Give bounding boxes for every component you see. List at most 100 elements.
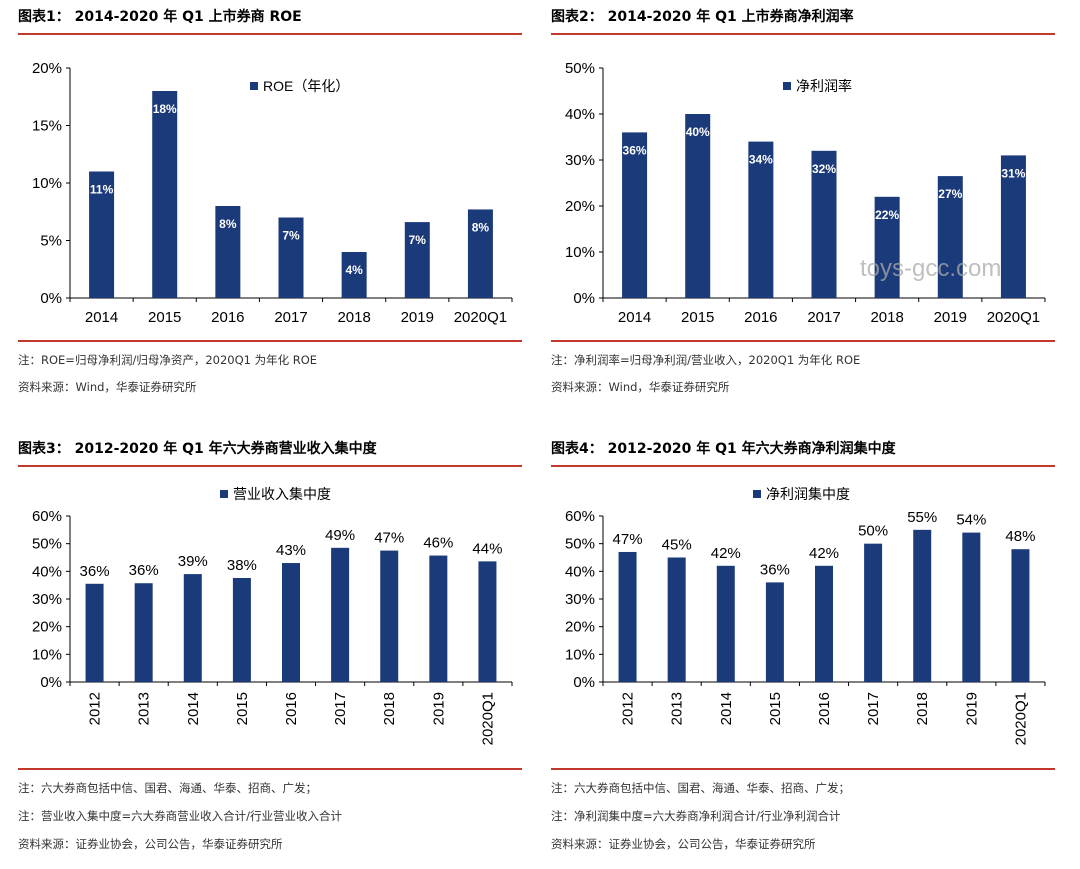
bar — [913, 529, 932, 682]
watermark: toys-gcc.com — [860, 255, 1002, 282]
x-tick-label: 2020Q1 — [1012, 692, 1029, 745]
bar — [478, 561, 497, 682]
data-label: 36% — [80, 563, 110, 580]
bar — [215, 206, 241, 298]
footnote: 注：六大券商包括中信、国君、海通、华泰、招商、广发； — [551, 781, 850, 795]
bar — [152, 91, 178, 298]
bottom-rule — [551, 340, 1055, 342]
data-label: 36% — [760, 561, 790, 578]
bar — [962, 532, 981, 682]
data-label: 39% — [178, 553, 208, 570]
bar — [864, 543, 883, 682]
data-label: 4% — [345, 263, 363, 277]
x-tick-label: 2020Q1 — [454, 309, 507, 326]
title-rule — [18, 33, 522, 35]
legend-label: 净利润集中度 — [766, 486, 850, 502]
chart-panel-roe: 图表1： 2014-2020 年 Q1 上市券商 ROE 0% 5% 10% 15% 2… — [18, 6, 522, 406]
bar — [1000, 155, 1026, 298]
bar — [134, 583, 153, 682]
x-tick-label: 2019 — [934, 309, 967, 326]
y-tick-label: 50% — [565, 60, 595, 77]
source-note: 资料来源：证券业协会，公司公告，华泰证券研究所 — [18, 837, 283, 851]
bar — [278, 217, 304, 298]
source-note: 资料来源：Wind，华泰证券研究所 — [551, 380, 730, 394]
bar — [89, 171, 115, 298]
data-label: 36% — [623, 143, 647, 157]
bar — [341, 252, 367, 298]
data-label: 48% — [1005, 528, 1035, 545]
data-label: 45% — [662, 537, 692, 554]
y-tick-label: 5% — [40, 233, 62, 250]
x-tick-label: 2015 — [234, 692, 251, 725]
data-label: 46% — [423, 535, 453, 552]
bar — [815, 565, 833, 682]
x-tick-label: 2016 — [211, 309, 244, 326]
x-tick-label: 2016 — [744, 309, 777, 326]
data-label: 34% — [749, 153, 773, 167]
y-tick-label: 0% — [573, 674, 595, 691]
data-label: 42% — [711, 545, 741, 562]
x-tick-label: 2013 — [136, 692, 153, 725]
y-tick-label: 30% — [565, 591, 595, 608]
x-tick-label: 2018 — [337, 309, 370, 326]
data-label: 44% — [472, 540, 502, 557]
data-label: 55% — [907, 509, 937, 526]
x-tick-label: 2019 — [963, 692, 980, 725]
bar — [85, 583, 104, 682]
bar-chart: 0% 5% 10% 15% 20% 11% 2014 18% 2015 8% 2016 7% 2017 4… — [32, 60, 513, 326]
data-label: 8% — [472, 220, 490, 234]
x-tick-label: 2015 — [148, 309, 181, 326]
bar — [685, 114, 711, 298]
bar — [404, 222, 430, 298]
data-label: 22% — [875, 208, 899, 222]
bar — [282, 563, 300, 682]
x-tick-label: 2012 — [620, 692, 637, 725]
x-tick-label: 2017 — [865, 692, 882, 725]
bottom-rule — [18, 768, 522, 770]
data-label: 7% — [282, 229, 300, 243]
y-tick-label: 20% — [32, 60, 62, 77]
data-label: 43% — [276, 542, 306, 559]
bar — [667, 557, 686, 682]
x-tick-label: 2017 — [274, 309, 307, 326]
x-tick-label: 2016 — [816, 692, 833, 725]
bar — [716, 565, 735, 682]
data-label: 42% — [809, 545, 839, 562]
source-note: 资料来源：证券业协会，公司公告，华泰证券研究所 — [551, 837, 816, 851]
chart-title: 图表3： 2012-2020 年 Q1 年六大券商营业收入集中度 — [18, 441, 377, 457]
y-tick-label: 30% — [565, 152, 595, 169]
y-tick-label: 10% — [32, 175, 62, 192]
data-label: 47% — [613, 531, 643, 548]
x-tick-label: 2018 — [914, 692, 931, 725]
y-tick-label: 20% — [32, 619, 62, 636]
y-tick-label: 50% — [32, 536, 62, 553]
y-tick-label: 50% — [565, 536, 595, 553]
x-tick-label: 2015 — [767, 692, 784, 725]
chart-panel-revenue-concentration: 图表3： 2012-2020 年 Q1 年六大券商营业收入集中度 0% 10% 20… — [18, 438, 522, 863]
data-label: 27% — [938, 187, 962, 201]
title-rule — [551, 465, 1055, 467]
footnote: 注：ROE=归母净利润/归母净资产，2020Q1 为年化 ROE — [18, 353, 318, 367]
y-tick-label: 40% — [32, 563, 62, 580]
x-tick-label: 2017 — [807, 309, 840, 326]
bar — [1011, 549, 1030, 682]
y-tick-label: 10% — [565, 646, 595, 663]
x-tick-label: 2014 — [85, 309, 118, 326]
y-tick-label: 40% — [565, 106, 595, 123]
source-note: 资料来源：Wind，华泰证券研究所 — [18, 380, 197, 394]
data-label: 36% — [129, 562, 159, 579]
x-tick-label: 2017 — [332, 692, 349, 725]
data-label: 32% — [812, 162, 836, 176]
title-rule — [18, 465, 522, 467]
bar — [232, 577, 251, 682]
bar — [429, 555, 448, 682]
chart-panel-net-margin: 图表2： 2014-2020 年 Q1 上市券商净利润率 0% 10% 20% 30%… — [551, 6, 1055, 406]
y-tick-label: 60% — [32, 508, 62, 525]
chart-title: 图表1： 2014-2020 年 Q1 上市券商 ROE — [18, 9, 302, 25]
x-tick-label: 2014 — [618, 309, 651, 326]
bottom-rule — [551, 768, 1055, 770]
legend-swatch — [783, 82, 791, 90]
legend-swatch — [753, 490, 761, 498]
x-tick-label: 2020Q1 — [987, 309, 1040, 326]
data-label: 49% — [325, 527, 355, 544]
